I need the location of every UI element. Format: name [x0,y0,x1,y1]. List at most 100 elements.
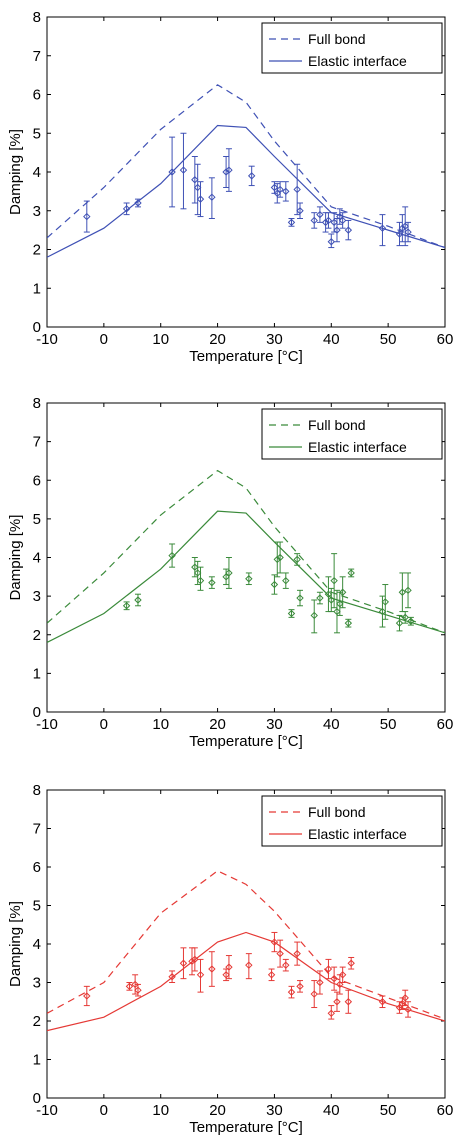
diamond-marker [134,199,142,207]
diamond-marker [321,218,330,227]
diamond-marker [407,617,415,625]
diamond-marker [191,563,199,571]
measurement-point [398,214,407,243]
y-tick-label: 7 [33,434,41,451]
diamond-marker [378,998,387,1006]
measurement-point [191,156,199,204]
y-tick-label: 6 [33,87,41,104]
diamond-marker [270,938,279,946]
y-axis-label: Damping [%] [7,129,24,215]
diamond-marker [276,553,284,562]
measurement-point [333,991,341,1012]
diamond-marker [122,602,131,610]
diamond-marker [378,607,387,616]
diamond-marker [131,980,139,989]
y-tick-label: 3 [33,203,41,220]
measurement-point [338,966,347,983]
measurement-point [191,947,199,972]
measurement-point [276,541,284,574]
diamond-marker [324,590,333,598]
diamond-marker [193,183,202,192]
x-tick-label: 60 [437,1102,454,1119]
diamond-marker [273,189,281,198]
diamond-marker [122,205,131,213]
measurement-point [296,589,304,607]
measurement-point [344,989,353,1014]
measurement-point [336,208,344,225]
x-tick-label: 60 [437,331,454,348]
x-tick-label: 20 [209,716,226,733]
diamond-marker [270,183,279,192]
measurement-point [134,593,142,607]
measurement-point [378,595,387,628]
measurement-point [122,601,131,611]
measurement-point [310,212,318,229]
measurement-point [401,206,409,247]
diamond-marker [208,965,216,973]
measurement-point [293,163,301,216]
y-tick-label: 3 [33,588,41,605]
measurement-point [344,219,353,241]
x-tick-label: 30 [266,716,283,733]
measurement-point [225,955,233,980]
measurement-point [273,183,281,204]
measurement-point [327,1005,335,1020]
measurement-point [267,968,276,982]
diamond-marker [225,166,233,174]
diamond-marker [324,965,333,973]
diamond-marker [134,596,142,604]
y-tick-label: 2 [33,627,41,644]
measurement-point [222,156,230,188]
x-tick-label: 30 [266,1102,283,1119]
measurement-point [168,970,176,983]
y-tick-label: 8 [33,782,41,799]
diamond-marker [324,216,333,225]
y-tick-label: 2 [33,1013,41,1030]
measurement-point [293,941,301,966]
legend-box [261,408,443,460]
measurement-point [245,953,253,980]
measurement-point [333,589,341,634]
diamond-marker [310,990,318,998]
legend-label: Full bond [308,31,366,47]
measurement-point [327,233,335,249]
measurement-point [404,1001,412,1018]
y-tick-label: 3 [33,975,41,992]
measurement-point [398,572,407,613]
legend-label: Elastic interface [308,53,407,69]
diamond-marker [208,578,216,587]
measurement-point [287,985,296,999]
measurement-point [225,557,233,589]
diamond-marker [316,978,324,987]
measurement-point [395,614,404,632]
diamond-marker [333,998,341,1006]
measurement-point [316,206,324,223]
diamond-marker [245,961,253,969]
measurement-point [193,163,202,216]
y-tick-label: 2 [33,242,41,259]
diamond-marker [287,988,296,996]
diamond-marker [401,222,409,230]
measurement-point [276,939,284,968]
elastic-interface-line [47,510,445,644]
measurement-point [208,576,216,589]
diamond-marker [398,999,407,1008]
measurement-point [270,931,279,953]
measurement-point [296,980,304,993]
measurement-point [310,980,318,1009]
diamond-marker [247,172,256,180]
diamond-marker [287,218,296,227]
x-axis-label: Temperature [°C] [189,733,303,750]
y-tick-label: 1 [33,1052,41,1069]
measurement-point [276,181,284,198]
y-tick-label: 6 [33,859,41,876]
diamond-marker [338,588,347,596]
diamond-marker [168,551,176,560]
diamond-marker [188,957,196,966]
measurement-point [134,198,142,208]
diamond-marker [225,569,233,577]
measurement-point [338,576,347,609]
diamond-marker [395,619,404,627]
